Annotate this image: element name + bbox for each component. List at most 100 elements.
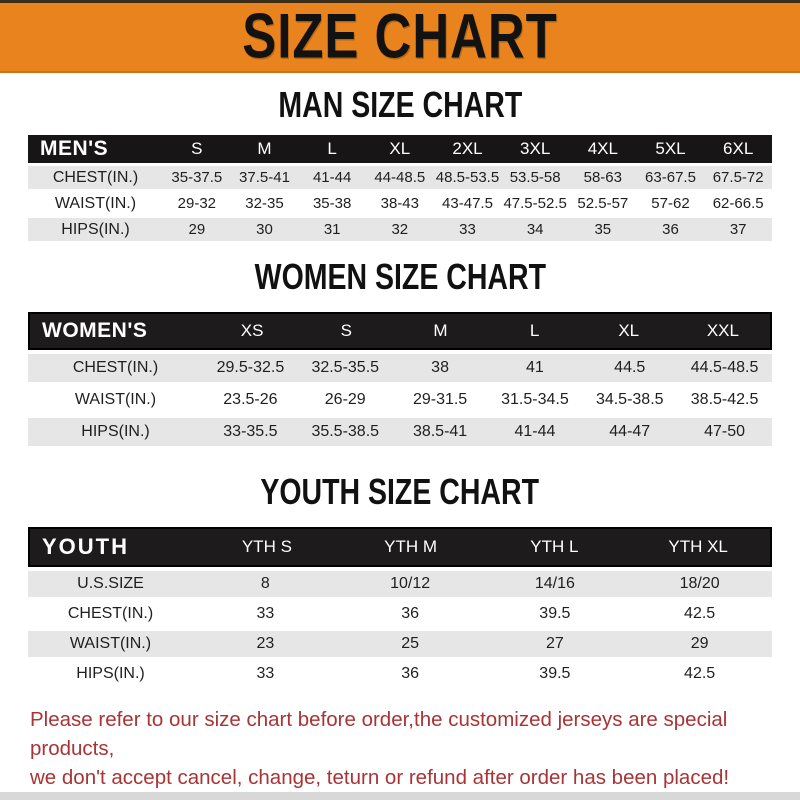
column-header: XXL xyxy=(706,321,739,340)
youth-table-corner-label: YOUTH xyxy=(42,534,129,559)
column-header: 4XL xyxy=(587,139,618,158)
table-cell: 44.5-48.5 xyxy=(690,359,759,376)
table-cell: 42.5 xyxy=(684,665,716,682)
table-row-chest: CHEST(IN.) 35-37.5 37.5-41 41-44 44-48.5… xyxy=(28,166,772,189)
table-row-chest: CHEST(IN.) 29.5-32.5 32.5-35.5 38 41 44.… xyxy=(28,354,772,382)
column-header: YTH M xyxy=(384,537,438,556)
column-header: L xyxy=(529,321,540,340)
table-cell: 33 xyxy=(256,665,275,682)
table-cell: 39.5 xyxy=(539,665,571,682)
table-row-chest: CHEST(IN.) 33 36 39.5 42.5 xyxy=(28,601,772,627)
table-cell: 31 xyxy=(323,221,341,238)
table-cell: 37 xyxy=(729,221,747,238)
table-cell: 30 xyxy=(256,221,273,238)
table-cell: 53.5-58 xyxy=(509,169,561,186)
table-cell: 29 xyxy=(690,635,709,652)
man-size-chart-section: MAN SIZE CHART MEN'S S M L XL 2XL 3XL 4X… xyxy=(0,86,800,241)
table-cell: 32 xyxy=(391,221,409,238)
table-cell: 36 xyxy=(401,665,420,682)
column-header: L xyxy=(327,139,337,158)
table-cell: 33 xyxy=(459,221,476,238)
column-header: YTH L xyxy=(530,537,579,556)
column-header: S xyxy=(340,321,352,340)
column-header: XL xyxy=(618,321,640,340)
men-table-body: CHEST(IN.) 35-37.5 37.5-41 41-44 44-48.5… xyxy=(28,166,772,241)
youth-size-chart-section: YOUTH SIZE CHART YOUTH YTH S YTH M YTH L… xyxy=(0,473,800,687)
table-cell: 44-47 xyxy=(609,423,651,440)
men-table-corner-label: MEN'S xyxy=(40,137,109,160)
table-cell: 67.5-72 xyxy=(712,169,764,186)
table-cell: 27 xyxy=(545,635,564,652)
table-cell: 35 xyxy=(594,221,612,238)
column-header: 3XL xyxy=(520,139,551,158)
row-label: WAIST(IN.) xyxy=(54,194,137,212)
size-chart-banner: SIZE CHART xyxy=(0,0,800,73)
table-cell: 23 xyxy=(256,635,275,652)
table-cell: 38-43 xyxy=(380,195,419,212)
column-header: 2XL xyxy=(452,139,483,158)
table-cell: 38.5-41 xyxy=(412,423,468,440)
women-section-heading: WOMEN SIZE CHART xyxy=(0,258,800,298)
table-cell: 43-47.5 xyxy=(442,195,493,212)
table-cell: 37.5-41 xyxy=(239,169,290,186)
table-cell: 36 xyxy=(662,221,679,238)
table-cell: 39.5 xyxy=(539,605,571,622)
table-cell: 62-66.5 xyxy=(712,195,764,212)
table-cell: 38.5-42.5 xyxy=(690,391,759,408)
men-size-table: MEN'S S M L XL 2XL 3XL 4XL 5XL 6XL CHEST… xyxy=(28,135,772,241)
table-row-hips: HIPS(IN.) 33-35.5 35.5-38.5 38.5-41 41-4… xyxy=(28,418,772,446)
table-cell: 34.5-38.5 xyxy=(595,391,664,408)
column-header: S xyxy=(191,139,203,158)
table-cell: 29.5-32.5 xyxy=(216,359,285,376)
table-cell: 35.5-38.5 xyxy=(311,423,380,440)
table-row-hips: HIPS(IN.) 33 36 39.5 42.5 xyxy=(28,661,772,687)
youth-section-heading-text: YOUTH SIZE CHART xyxy=(260,472,540,513)
table-cell: 26-29 xyxy=(324,391,366,408)
table-cell: 29-31.5 xyxy=(412,391,468,408)
women-table-corner-label: WOMEN'S xyxy=(42,319,148,342)
row-label: HIPS(IN.) xyxy=(76,665,145,682)
table-cell: 47.5-52.5 xyxy=(503,195,567,212)
column-header: XL xyxy=(389,139,411,158)
table-cell: 38 xyxy=(431,359,449,376)
row-label: HIPS(IN.) xyxy=(61,220,130,238)
row-label: WAIST(IN.) xyxy=(69,635,152,652)
table-cell: 33 xyxy=(256,605,275,622)
column-header: M xyxy=(433,321,448,340)
youth-table-body: U.S.SIZE 8 10/12 14/16 18/20 CHEST(IN.) … xyxy=(28,571,772,687)
column-header: 6XL xyxy=(723,139,754,158)
women-size-table: WOMEN'S XS S M L XL XXL CHEST(IN.) 29.5-… xyxy=(28,312,772,446)
bottom-edge-strip xyxy=(0,792,800,800)
table-cell: 32.5-35.5 xyxy=(311,359,380,376)
table-cell: 44-48.5 xyxy=(374,169,426,186)
disclaimer-text: Please refer to our size chart before or… xyxy=(0,705,800,792)
youth-section-heading: YOUTH SIZE CHART xyxy=(0,473,800,513)
table-cell: 29 xyxy=(188,221,206,238)
table-cell: 35-38 xyxy=(312,195,352,212)
table-cell: 52.5-57 xyxy=(577,195,629,212)
table-row-waist: WAIST(IN.) 23 25 27 29 xyxy=(28,631,772,657)
column-header: M xyxy=(257,139,272,158)
table-cell: 48.5-53.5 xyxy=(435,169,500,186)
youth-table-header-row: YOUTH YTH S YTH M YTH L YTH XL xyxy=(28,527,772,567)
table-cell: 63-67.5 xyxy=(645,169,696,186)
table-cell: 14/16 xyxy=(534,575,575,592)
table-cell: 41-44 xyxy=(312,169,352,186)
disclaimer-line-2: we don't accept cancel, change, teturn o… xyxy=(30,766,730,789)
table-row-waist: WAIST(IN.) 29-32 32-35 35-38 38-43 43-47… xyxy=(28,192,772,215)
table-cell: 35-37.5 xyxy=(171,169,223,186)
man-section-heading: MAN SIZE CHART xyxy=(0,86,800,126)
column-header: YTH S xyxy=(241,537,292,556)
row-label: WAIST(IN.) xyxy=(74,391,157,408)
table-cell: 32-35 xyxy=(245,195,284,212)
table-cell: 58-63 xyxy=(583,169,622,186)
table-cell: 31.5-34.5 xyxy=(501,391,569,408)
row-label: U.S.SIZE xyxy=(77,575,144,592)
disclaimer-line-1: Please refer to our size chart before or… xyxy=(30,708,728,760)
table-cell: 47-50 xyxy=(704,423,746,440)
table-cell: 44.5 xyxy=(614,359,646,376)
table-cell: 25 xyxy=(401,635,420,652)
table-cell: 57-62 xyxy=(651,195,690,212)
table-row-waist: WAIST(IN.) 23.5-26 26-29 29-31.5 31.5-34… xyxy=(28,386,772,414)
banner-title: SIZE CHART xyxy=(242,1,558,73)
